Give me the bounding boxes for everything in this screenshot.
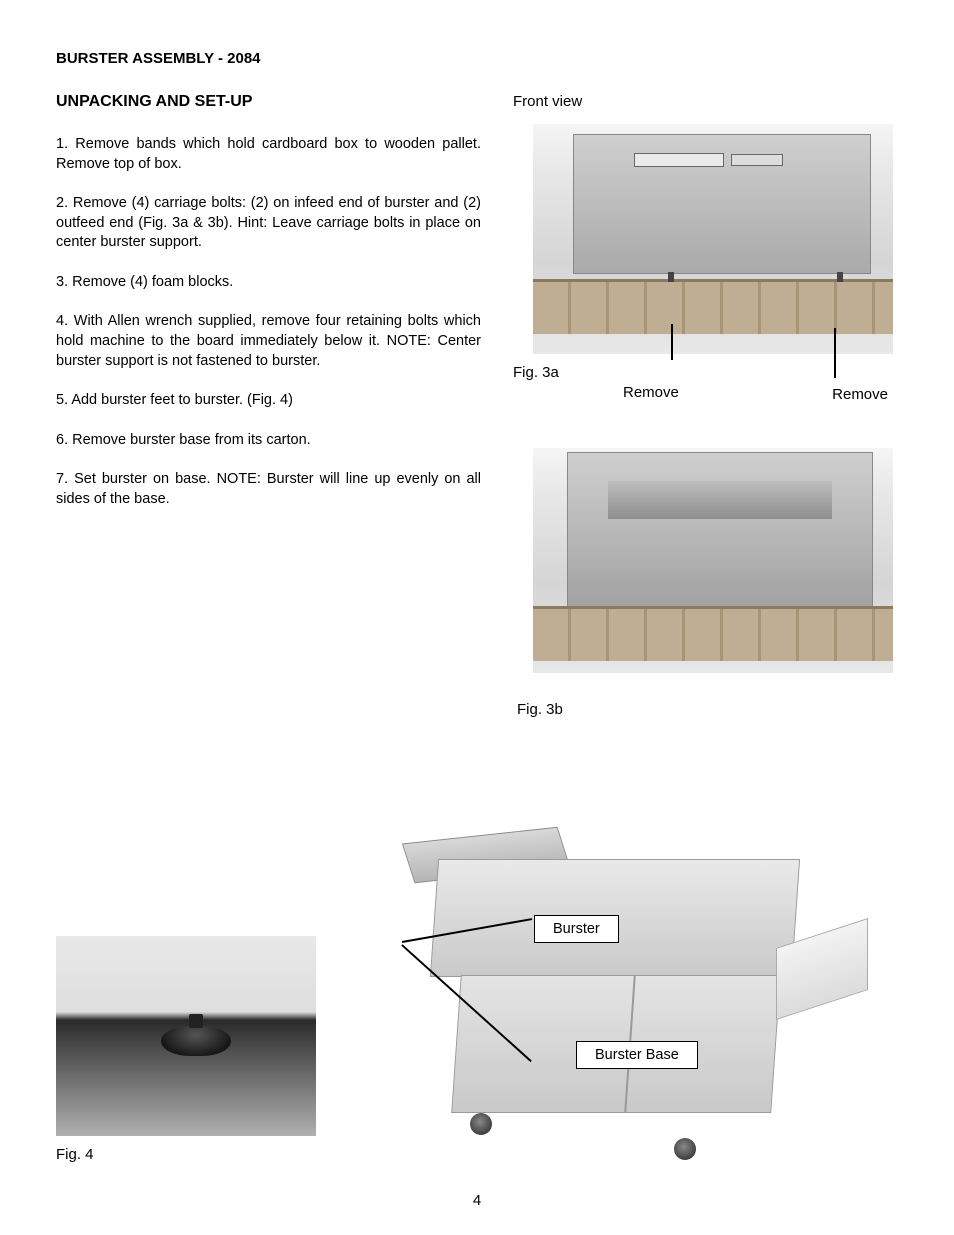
section-title: UNPACKING AND SET-UP [56, 93, 481, 111]
asm-caster-right [674, 1138, 696, 1160]
fig3a-annotation-row: Fig. 3a Remove Remove [513, 356, 898, 414]
front-view-label: Front view [513, 93, 898, 110]
rear-view-block: Rear view Fig. 3b [513, 448, 898, 718]
figure-4-image [56, 936, 316, 1136]
fig3a-bolt-left [668, 272, 674, 282]
step-7: 7. Set burster on base. NOTE: Burster wi… [56, 470, 481, 509]
step-2: 2. Remove (4) carriage bolts: (2) on inf… [56, 194, 481, 253]
fig3b-caption: Fig. 3b [517, 701, 898, 718]
fig3a-pointer-right [834, 328, 836, 378]
fig3a-machine-body [573, 134, 871, 274]
left-column: UNPACKING AND SET-UP 1. Remove bands whi… [56, 93, 481, 718]
fig3a-caption: Fig. 3a [513, 364, 559, 381]
right-column: Front view Fig. 3a Remove Remove Rear vi… [513, 93, 898, 718]
step-4: 4. With Allen wrench supplied, remove fo… [56, 312, 481, 371]
callout-burster: Burster [534, 915, 619, 943]
fig3a-bolt-right [837, 272, 843, 282]
fig3b-pallet [533, 606, 893, 661]
fig4-caption: Fig. 4 [56, 1146, 316, 1163]
document-header: BURSTER ASSEMBLY - 2084 [56, 50, 898, 67]
figure-4-block: Fig. 4 [56, 936, 316, 1163]
fig3a-remove-right-label: Remove [832, 386, 888, 403]
fig3b-machine-body [567, 452, 873, 607]
assembly-diagram: Burster Burster Base [416, 823, 816, 1163]
fig3a-pointer-left [671, 324, 673, 360]
step-5: 5. Add burster feet to burster. (Fig. 4) [56, 391, 481, 411]
bottom-figure-row: Fig. 4 Burster Burster Base [56, 823, 898, 1163]
figure-3a-image [533, 124, 893, 354]
fig3b-midsection [608, 481, 832, 519]
callout-burster-base: Burster Base [576, 1041, 698, 1069]
asm-caster-left [470, 1113, 492, 1135]
page-number: 4 [0, 1192, 954, 1209]
fig4-burster-foot [161, 1026, 231, 1056]
fig3a-remove-left-label: Remove [623, 384, 679, 401]
fig3a-pallet [533, 279, 893, 334]
step-6: 6. Remove burster base from its carton. [56, 431, 481, 451]
fig3a-control-panel [634, 153, 724, 167]
step-3: 3. Remove (4) foam blocks. [56, 273, 481, 293]
figure-3b-image [533, 448, 893, 673]
step-1: 1. Remove bands which hold cardboard box… [56, 135, 481, 174]
two-column-layout: UNPACKING AND SET-UP 1. Remove bands whi… [56, 93, 898, 718]
